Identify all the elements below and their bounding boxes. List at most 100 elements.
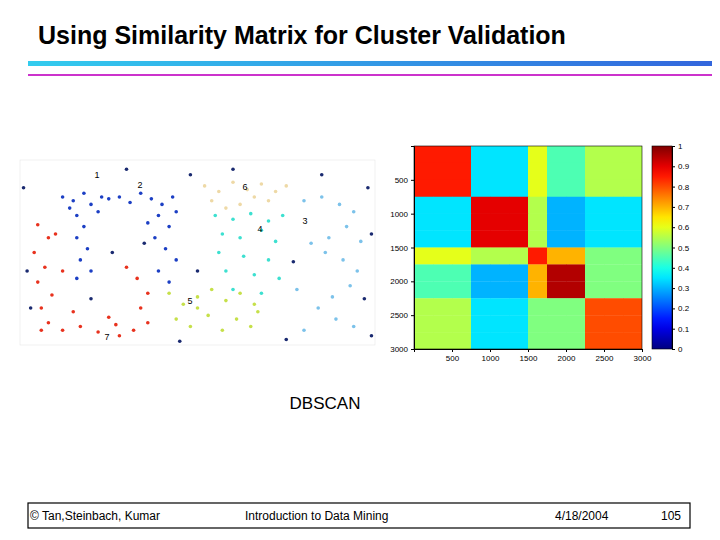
cell xyxy=(414,298,433,315)
cell xyxy=(528,248,547,265)
tick: 0.7 xyxy=(672,203,690,212)
cell xyxy=(585,214,604,231)
point xyxy=(118,334,122,338)
point xyxy=(146,291,150,295)
cell xyxy=(414,281,433,298)
tick: 500 xyxy=(446,349,460,363)
tick-mark xyxy=(528,349,529,352)
tick-label: 3000 xyxy=(390,345,408,354)
point xyxy=(231,217,235,221)
tick-label: 1000 xyxy=(390,210,408,219)
point xyxy=(50,293,54,297)
cell xyxy=(528,180,547,197)
point xyxy=(111,251,115,255)
tick: 1000 xyxy=(390,210,414,219)
cell xyxy=(509,197,528,214)
point xyxy=(157,269,161,273)
x-axis-line xyxy=(415,350,643,353)
tick-label: 1 xyxy=(678,142,683,151)
point xyxy=(189,173,193,177)
tick-label: 2500 xyxy=(390,311,408,320)
cell xyxy=(490,146,509,163)
point xyxy=(132,328,136,332)
cell xyxy=(414,180,433,197)
cell xyxy=(623,248,642,265)
point xyxy=(242,254,246,258)
point xyxy=(82,192,86,196)
tick-mark xyxy=(566,349,567,352)
plot-frame xyxy=(414,146,642,349)
tick-mark xyxy=(604,349,605,352)
tick-mark xyxy=(411,281,414,282)
scatter-points xyxy=(22,167,374,343)
cell xyxy=(566,163,585,180)
point xyxy=(164,247,168,251)
tick: 500 xyxy=(395,176,414,185)
point xyxy=(142,241,146,245)
tick-label: 0.8 xyxy=(678,183,690,192)
tick-mark xyxy=(452,349,453,352)
point xyxy=(217,251,221,255)
x-axis: 50010001500200025003000 xyxy=(415,349,652,363)
point xyxy=(295,288,299,292)
point xyxy=(352,210,356,214)
cell xyxy=(528,214,547,231)
tick-label: 2000 xyxy=(390,277,408,286)
cell xyxy=(452,214,471,231)
point xyxy=(54,232,58,236)
cell xyxy=(452,231,471,248)
tick: 2500 xyxy=(596,349,614,363)
cell xyxy=(547,264,566,281)
point xyxy=(267,219,271,223)
point xyxy=(32,251,36,255)
cell xyxy=(585,163,604,180)
point xyxy=(71,199,75,203)
cell xyxy=(433,231,452,248)
point xyxy=(89,269,93,273)
cell xyxy=(433,315,452,332)
cell xyxy=(547,146,566,163)
tick: 0.3 xyxy=(672,284,690,293)
point xyxy=(253,303,257,307)
cell xyxy=(509,180,528,197)
series xyxy=(118,192,178,284)
cell xyxy=(566,146,585,163)
tick-mark xyxy=(672,268,675,269)
series xyxy=(213,212,284,295)
cell xyxy=(414,197,433,214)
point xyxy=(167,291,171,295)
cell xyxy=(566,197,585,214)
cell xyxy=(585,298,604,315)
cell xyxy=(528,298,547,315)
cell xyxy=(509,248,528,265)
point xyxy=(260,182,264,186)
point xyxy=(40,306,44,310)
cell xyxy=(604,214,623,231)
point xyxy=(324,251,328,255)
point xyxy=(334,317,338,321)
cell xyxy=(452,248,471,265)
point xyxy=(284,184,288,188)
cell xyxy=(547,315,566,332)
point xyxy=(47,236,51,240)
tick-label: 1500 xyxy=(390,244,408,253)
point xyxy=(274,190,278,194)
cell xyxy=(490,214,509,231)
cell xyxy=(490,281,509,298)
cell xyxy=(623,332,642,349)
cell xyxy=(623,315,642,332)
cell xyxy=(471,332,490,349)
cell xyxy=(528,332,547,349)
point xyxy=(150,197,154,201)
tick-mark xyxy=(490,349,491,352)
series xyxy=(167,288,259,332)
y-axis: 500 1000 1500 2000 2500 3000 xyxy=(390,147,414,355)
tick-label: 0.3 xyxy=(678,284,690,293)
point xyxy=(203,184,207,188)
tick: 0.5 xyxy=(672,244,690,253)
cell xyxy=(547,231,566,248)
point xyxy=(107,197,111,201)
cell xyxy=(604,231,623,248)
point xyxy=(79,258,83,262)
point xyxy=(309,241,313,245)
